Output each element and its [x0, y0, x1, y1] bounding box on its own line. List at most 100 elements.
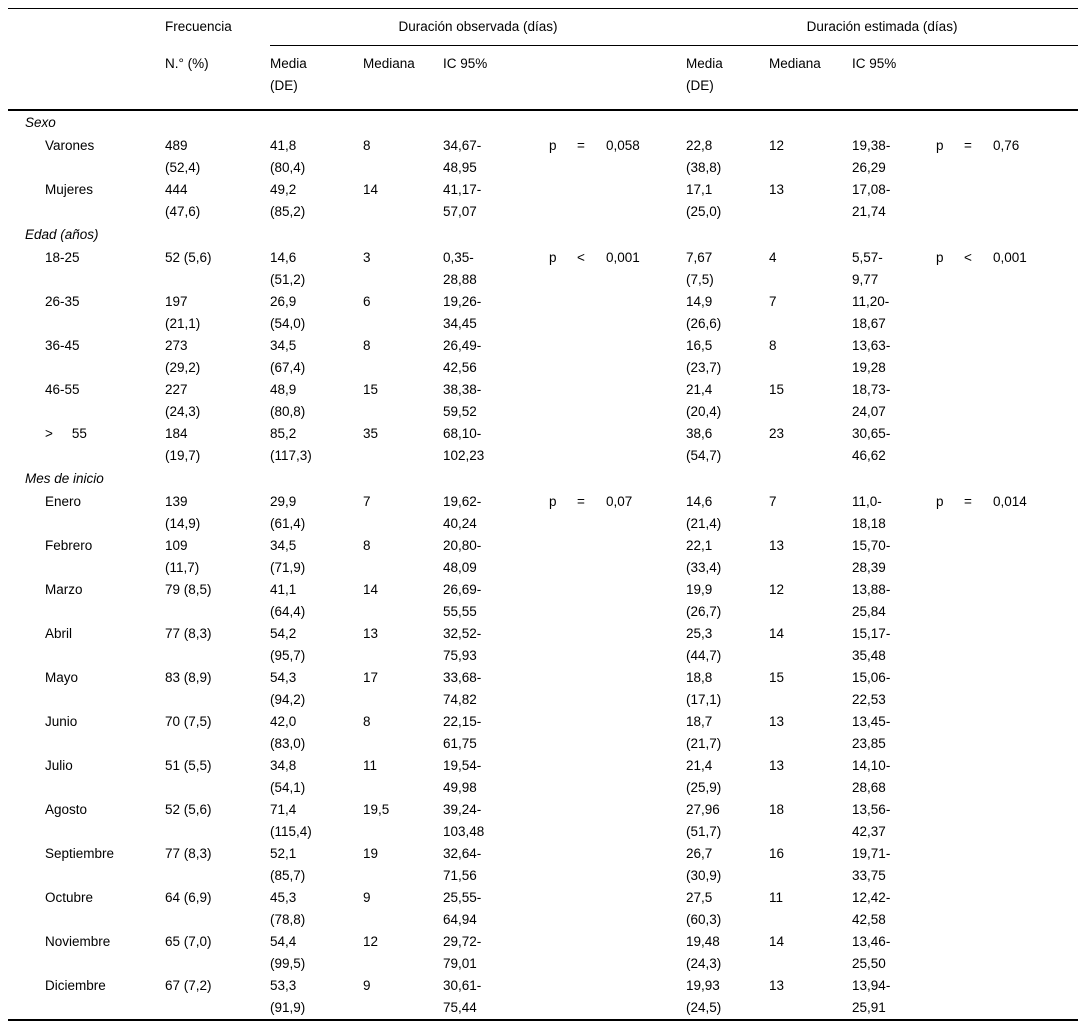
p-symbol: p — [936, 494, 944, 509]
observed-ic95-cell: 30,61- 75,44 — [443, 975, 549, 1020]
estimated-ic95-cell: 17,08- 21,74 — [852, 179, 936, 223]
observed-ic95-cell: 25,55- 64,94 — [443, 887, 549, 931]
observed-ic95-cell-line: 25,55- — [443, 890, 482, 905]
observed-mediana-cell: 19,5 — [363, 799, 443, 843]
p-operator: = — [964, 138, 972, 153]
estimated-ic95-cell-line: 9,77 — [852, 272, 879, 287]
estimated-ic95-cell-line: 42,58 — [852, 912, 886, 927]
table-row: Abril 77 (8,3) 54,2 (95,7) 13 32,52- 75,93 25,3… — [8, 623, 1078, 667]
observed-mediana-cell: 8 — [363, 711, 443, 755]
estimated-ic95-cell-line: 18,73- — [852, 382, 891, 397]
estimated-media-cell: 19,9 (26,7) — [686, 579, 769, 623]
observed-media-cell-line: (54,0) — [270, 316, 306, 331]
estimated-ic95-cell-line: 13,46- — [852, 934, 891, 949]
estimated-p-cell: p = 0,014 — [936, 491, 1078, 535]
frequency-cell: 67 (7,2) — [165, 975, 270, 1020]
frequency-cell-line: 67 (7,2) — [165, 978, 212, 993]
observed-p-cell — [549, 335, 686, 379]
observed-mediana-cell: 12 — [363, 931, 443, 975]
observed-ic95-cell: 39,24- 103,48 — [443, 799, 549, 843]
observed-ic95-cell-line: 74,82 — [443, 692, 477, 707]
observed-ic95-cell-line: 55,55 — [443, 604, 477, 619]
frequency-cell: 197 (21,1) — [165, 291, 270, 335]
estimated-p-cell — [936, 179, 1078, 223]
estimated-mediana-cell: 8 — [769, 335, 852, 379]
estimated-media-cell-line: 22,1 — [686, 538, 713, 553]
observed-media-cell: 71,4 (115,4) — [270, 799, 363, 843]
observed-mediana-cell-line: 14 — [363, 182, 379, 197]
estimated-mediana-cell: 13 — [769, 975, 852, 1020]
observed-media-cell: 14,6 (51,2) — [270, 247, 363, 291]
observed-ic95-cell-line: 103,48 — [443, 824, 485, 839]
row-label: Noviembre — [45, 934, 111, 949]
frequency-cell-line: 77 (8,3) — [165, 846, 212, 861]
estimated-mediana-cell-line: 18 — [769, 802, 785, 817]
estimated-ic95-cell: 13,88- 25,84 — [852, 579, 936, 623]
observed-media-cell-line: (80,4) — [270, 160, 306, 175]
table-row: Varones 489 (52,4) 41,8 (80,4) 8 34,67- 48,95 p =… — [8, 135, 1078, 179]
estimated-media-cell-line: 14,9 — [686, 294, 713, 309]
section-header: Mes de inicio — [25, 471, 104, 486]
row-label: Febrero — [45, 538, 93, 553]
estimated-media-cell-line: (38,8) — [686, 160, 722, 175]
table-row: Septiembre 77 (8,3) 52,1 (85,7) 19 32,64- 71,5… — [8, 843, 1078, 887]
observed-p-cell — [549, 931, 686, 975]
frequency-cell-line: (47,6) — [165, 204, 201, 219]
estimated-ic95-cell-line: 28,39 — [852, 560, 886, 575]
observed-mediana-cell-line: 6 — [363, 294, 371, 309]
estimated-ic95-cell-line: 46,62 — [852, 448, 886, 463]
estimated-mediana-header: Mediana — [769, 45, 853, 111]
observed-ic95-cell: 29,72- 79,01 — [443, 931, 549, 975]
frequency-cell: 489 (52,4) — [165, 135, 270, 179]
observed-mediana-cell-line: 11 — [363, 758, 378, 773]
estimated-ic95-cell: 19,38- 26,29 — [852, 135, 936, 179]
observed-p-cell: p <0,001 — [549, 247, 686, 291]
estimated-media-cell-line: (21,7) — [686, 736, 722, 751]
estimated-media-cell-line: 27,5 — [686, 890, 713, 905]
p-symbol: p — [936, 138, 944, 153]
observed-ic95-cell-line: 61,75 — [443, 736, 477, 751]
observed-ic95-cell: 32,64- 71,56 — [443, 843, 549, 887]
observed-media-cell-line: (64,4) — [270, 604, 306, 619]
observed-media-cell: 34,5 (67,4) — [270, 335, 363, 379]
observed-mediana-cell-line: 14 — [363, 582, 379, 597]
observed-media-cell: 53,3 (91,9) — [270, 975, 363, 1020]
observed-media-cell: 48,9 (80,8) — [270, 379, 363, 423]
observed-mediana-cell: 17 — [363, 667, 443, 711]
observed-media-cell-line: (83,0) — [270, 736, 306, 751]
frequency-cell: 109 (11,7) — [165, 535, 270, 579]
frequency-cell: 70 (7,5) — [165, 711, 270, 755]
observed-mediana-cell: 14 — [363, 179, 443, 223]
estimated-ic95-cell-line: 17,08- — [852, 182, 891, 197]
estimated-media-cell-line: (60,3) — [686, 912, 722, 927]
observed-ic95-cell-line: 28,88 — [443, 272, 477, 287]
observed-ic95-cell-line: 38,38- — [443, 382, 482, 397]
observed-media-cell-line: 14,6 — [270, 250, 297, 265]
estimated-mediana-cell-line: 7 — [769, 494, 777, 509]
observed-mediana-cell-line: 8 — [363, 338, 371, 353]
estimated-media-cell-line: 18,8 — [686, 670, 713, 685]
observed-duration-spanner: Duración observada (días) — [270, 8, 687, 46]
observed-mediana-cell: 8 — [363, 335, 443, 379]
estimated-ic95-cell-line: 35,48 — [852, 648, 886, 663]
observed-ic95-cell-line: 102,23 — [443, 448, 485, 463]
observed-p-cell — [549, 843, 686, 887]
frequency-cell-line: 77 (8,3) — [165, 626, 212, 641]
observed-ic95-cell-line: 33,68- — [443, 670, 482, 685]
frequency-cell: 444 (47,6) — [165, 179, 270, 223]
estimated-media-cell: 17,1 (25,0) — [686, 179, 769, 223]
observed-media-cell-line: 52,1 — [270, 846, 297, 861]
observed-media-cell-line: 41,8 — [270, 138, 297, 153]
estimated-mediana-cell-line: 12 — [769, 138, 785, 153]
estimated-ic95-cell-line: 42,37 — [852, 824, 886, 839]
observed-media-cell-line: 54,4 — [270, 934, 297, 949]
frequency-cell-line: (24,3) — [165, 404, 201, 419]
estimated-media-cell-line: 21,4 — [686, 758, 713, 773]
table-header: Frecuencia Duración observada (días) Dur… — [8, 8, 1078, 111]
observed-mediana-cell: 15 — [363, 379, 443, 423]
table-row: Diciembre 67 (7,2) 53,3 (91,9) 9 30,61- 75,44 1… — [8, 975, 1078, 1020]
estimated-mediana-cell: 13 — [769, 535, 852, 579]
observed-media-cell-line: (95,7) — [270, 648, 306, 663]
observed-ic95-cell-line: 79,01 — [443, 956, 477, 971]
row-label: Mujeres — [45, 182, 94, 197]
